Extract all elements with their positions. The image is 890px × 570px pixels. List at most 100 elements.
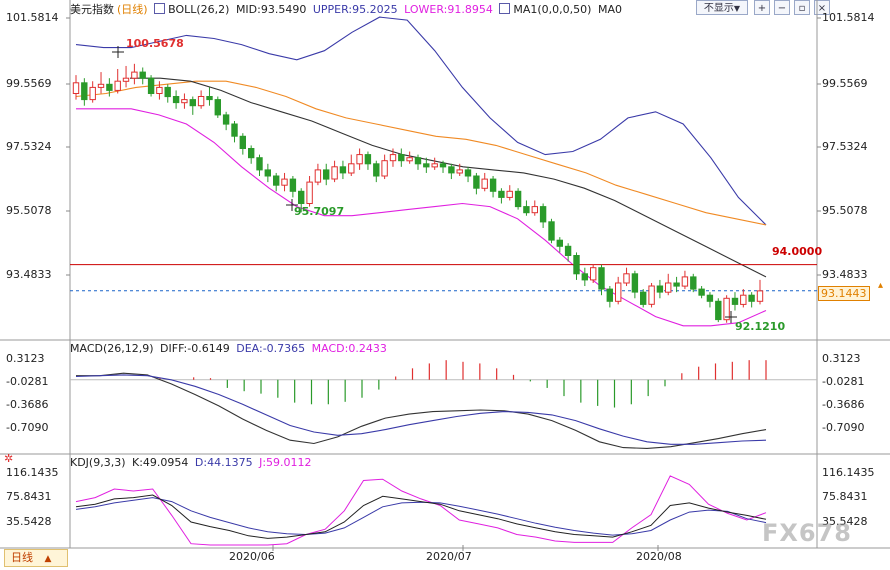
close-button[interactable]: × [814, 0, 830, 15]
kdj-d-line [75, 497, 767, 536]
candle-body [439, 163, 447, 168]
candle-body [573, 255, 580, 275]
macd-dea-line [75, 374, 767, 445]
current-price-tag: 93.1443 [818, 286, 870, 301]
kdj-k-line [75, 494, 767, 539]
price-axis-label: 93.4833 [822, 268, 868, 281]
candle-body [106, 83, 113, 91]
candle-body [139, 71, 146, 79]
candle-body [189, 99, 197, 107]
low-annotation-2: 92.1210 [735, 320, 786, 333]
left-kdj-axis-label: 75.8431 [6, 490, 52, 503]
kdj-axis-label: 75.8431 [822, 490, 868, 503]
ma-line [75, 80, 767, 226]
candle-body [348, 163, 355, 174]
candle-body [81, 82, 88, 101]
candle-body [147, 77, 155, 94]
kdj-j-value: J:59.0112 [259, 456, 312, 469]
candle-body [448, 166, 455, 174]
candle-body [414, 157, 422, 165]
zoom-in-button[interactable]: + [754, 0, 770, 15]
candle-body [748, 294, 755, 302]
restore-icon: ▫ [798, 3, 806, 14]
boll-lower-value: LOWER:91.8954 [404, 3, 493, 16]
kdj-settings-icon[interactable]: ✲ [4, 452, 14, 465]
candle-body [131, 71, 138, 79]
candle-body [206, 96, 213, 101]
candle-body [673, 282, 680, 287]
candle-body [423, 163, 430, 168]
ma-legend-icon [499, 3, 511, 14]
candle-body [740, 294, 747, 305]
macd-axis-label: -0.0281 [822, 375, 865, 388]
candle-body [523, 206, 530, 214]
candle-body [723, 297, 730, 321]
candle-body [506, 190, 513, 198]
candle-body [473, 175, 480, 189]
price-axis-label: 95.5078 [822, 204, 868, 217]
candle-body [640, 291, 647, 305]
candle-body [464, 169, 472, 177]
macd-dea-value: DEA:-0.7365 [236, 342, 306, 355]
candle-body [656, 285, 664, 293]
left-macd-axis-label: -0.7090 [6, 421, 49, 434]
candle-body [156, 86, 163, 95]
candle-body [298, 190, 305, 205]
left-macd-axis-label: 0.3123 [6, 352, 45, 365]
chevron-up-icon: ▲ [44, 554, 52, 564]
macd-label: MACD(26,12,9) [70, 342, 154, 355]
kdj-j-line [75, 475, 767, 546]
candle-body [481, 178, 488, 189]
candle-body [89, 86, 96, 101]
price-axis-label: 99.5569 [822, 77, 868, 90]
candle-body [456, 169, 463, 174]
left-price-axis-label: 101.5814 [6, 11, 59, 24]
macd-axis-label: 0.3123 [822, 352, 861, 365]
left-price-axis-label: 93.4833 [6, 268, 52, 281]
candle-body [222, 114, 230, 125]
kdj-d-value: D:44.1375 [194, 456, 253, 469]
candle-body [339, 166, 347, 174]
left-kdj-axis-label: 35.5428 [6, 515, 52, 528]
candle-body [264, 169, 272, 177]
candle-body [364, 154, 372, 165]
x-axis-label: 2020/07 [426, 550, 472, 563]
kdj-header: KDJ(9,3,3) K:49.0954 D:44.1375 J:59.0112 [70, 456, 315, 469]
restore-button[interactable]: ▫ [794, 0, 810, 15]
period-selector-tab[interactable]: 日线 ▲ [4, 549, 68, 567]
candle-body [214, 99, 222, 116]
watermark-logo: FX678 [762, 519, 852, 547]
candle-body [431, 163, 438, 168]
macd-header: MACD(26,12,9) DIFF:-0.6149 DEA:-0.7365 M… [70, 342, 390, 355]
candle-body [564, 245, 572, 257]
candle-body [706, 294, 714, 302]
candle-body [648, 285, 655, 305]
left-price-axis-label: 99.5569 [6, 77, 52, 90]
candle-body [548, 221, 555, 241]
kdj-axis-label: 116.1435 [822, 466, 875, 479]
candle-body [172, 96, 180, 104]
plus-icon: + [757, 3, 767, 14]
candle-body [164, 86, 171, 98]
candle-body [606, 288, 613, 302]
left-kdj-axis-label: 116.1435 [6, 466, 59, 479]
candle-body [281, 178, 288, 186]
price-axis-label: 97.5324 [822, 140, 868, 153]
kdj-label: KDJ(9,3,3) [70, 456, 126, 469]
high-annotation: 100.5678 [126, 37, 184, 50]
hide-dropdown[interactable]: 不显示▼ [696, 0, 748, 15]
macd-diff-line [76, 372, 767, 449]
candle-body [373, 163, 380, 177]
candle-body [598, 267, 605, 290]
close-icon: × [817, 3, 827, 14]
candle-body [631, 273, 639, 293]
candle-body [239, 135, 247, 150]
hline-label: 94.0000 [772, 245, 823, 258]
zoom-out-button[interactable]: − [774, 0, 790, 15]
candle-body [289, 178, 297, 192]
ma-value: MA0 [597, 3, 622, 16]
boll-upper-value: UPPER:95.2025 [312, 3, 398, 16]
candle-body [623, 273, 630, 284]
